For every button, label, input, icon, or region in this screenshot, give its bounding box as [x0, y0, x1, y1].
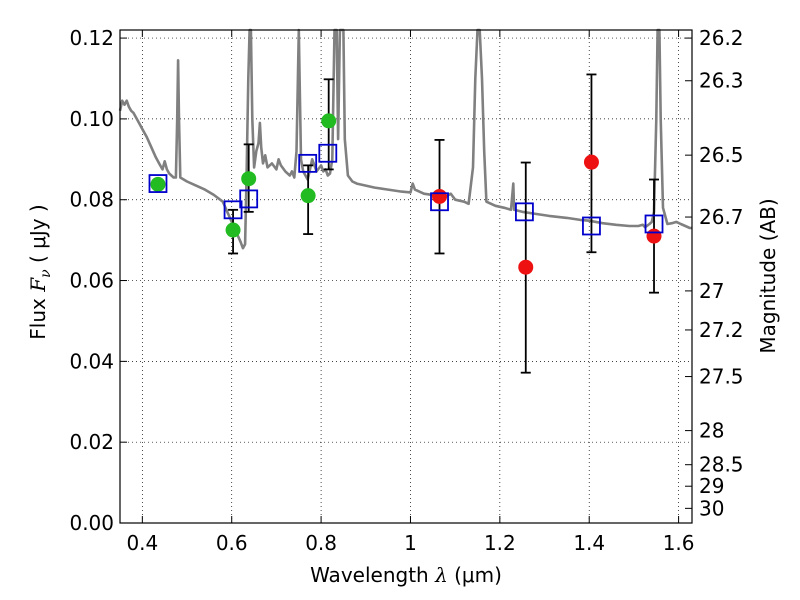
- model-photometry-square: [318, 143, 338, 163]
- y2-tick-label: 26.5: [699, 143, 744, 167]
- x-tick-label: 1.6: [663, 531, 695, 555]
- x-tick-label: 0.4: [126, 531, 158, 555]
- plot-frame: [119, 29, 693, 524]
- y-tick-label: 0.00: [69, 511, 114, 535]
- x-axis-label-group: Wavelength λ (μm): [310, 563, 502, 587]
- y-tick-label: 0.10: [69, 107, 114, 131]
- y-tick-label: 0.12: [69, 26, 114, 50]
- observed-point-green: [150, 176, 166, 192]
- data-points: [148, 113, 664, 275]
- y2-tick-label: 27.2: [699, 318, 744, 342]
- x-axis-label-text: Wavelength: [310, 563, 435, 587]
- model-photometry-square: [644, 214, 664, 234]
- x-axis-label: Wavelength λ (μm): [310, 563, 502, 587]
- observed-point-red: [432, 188, 448, 204]
- observed-point-red: [646, 228, 662, 244]
- observed-point-green: [300, 188, 316, 204]
- y-axis-label-unit: ( μJy ): [26, 204, 50, 269]
- observed-point-red: [518, 259, 534, 275]
- y-tick-label: 0.04: [69, 349, 114, 373]
- y2-tick-label: 26.3: [699, 69, 744, 93]
- model-photometry-square: [239, 189, 259, 209]
- observed-point-green: [241, 171, 257, 187]
- error-bars: [228, 73, 660, 374]
- model-photometry-square: [582, 216, 601, 236]
- y-tick-label: 0.02: [69, 430, 114, 454]
- y-axis-label: Flux Fν ( μJy ): [26, 204, 54, 339]
- model-photometry-square: [430, 192, 449, 212]
- x-tick-label: 0.8: [305, 531, 337, 555]
- y2-axis-label: Magnitude (AB): [756, 198, 780, 353]
- y2-tick-label: 26.7: [699, 205, 744, 229]
- y-axis-label-symbol: F: [26, 277, 50, 293]
- observed-point-green: [321, 113, 337, 129]
- x-axis-label-symbol: λ: [434, 563, 448, 587]
- observed-point-red: [583, 154, 599, 170]
- y2-tick-label: 28.5: [699, 453, 744, 477]
- x-tick-label: 1.2: [484, 531, 516, 555]
- model-photometry-square: [223, 200, 243, 220]
- y2-axis-label-group: Magnitude (AB): [756, 198, 780, 353]
- x-tick-label: 1.4: [573, 531, 605, 555]
- y-tick-label: 0.06: [69, 269, 114, 293]
- axis-ticks: 0.4 0.6 0.8 1 1.2 1.4 1.6 0.00 0.02 0.04 0.06 0.08 0…: [69, 26, 743, 555]
- model-photometry-square: [515, 202, 534, 222]
- x-tick-label: 1: [404, 531, 417, 555]
- y-axis-label-text: Flux: [26, 292, 50, 340]
- y2-tick-label: 27: [699, 279, 724, 303]
- y2-tick-label: 29: [699, 474, 724, 498]
- observed-point-green: [225, 222, 241, 238]
- model-sed-series: [118, 28, 692, 250]
- y2-tick-label: 26.2: [699, 26, 744, 50]
- x-axis-label-unit: (μm): [448, 563, 502, 587]
- y2-tick-label: 30: [699, 496, 724, 520]
- y2-tick-label: 28: [699, 419, 724, 443]
- model-photometry-square: [298, 153, 318, 173]
- y-tick-label: 0.08: [69, 188, 114, 212]
- x-tick-label: 0.6: [216, 531, 248, 555]
- y2-tick-label: 27.5: [699, 365, 744, 389]
- y-axis-label-subscript: ν: [38, 269, 54, 278]
- y-axis-label-group: Flux Fν ( μJy ): [26, 204, 54, 339]
- grid-lines: [120, 30, 692, 524]
- model-sed-line: [118, 28, 692, 250]
- model-photometry-square: [148, 174, 168, 193]
